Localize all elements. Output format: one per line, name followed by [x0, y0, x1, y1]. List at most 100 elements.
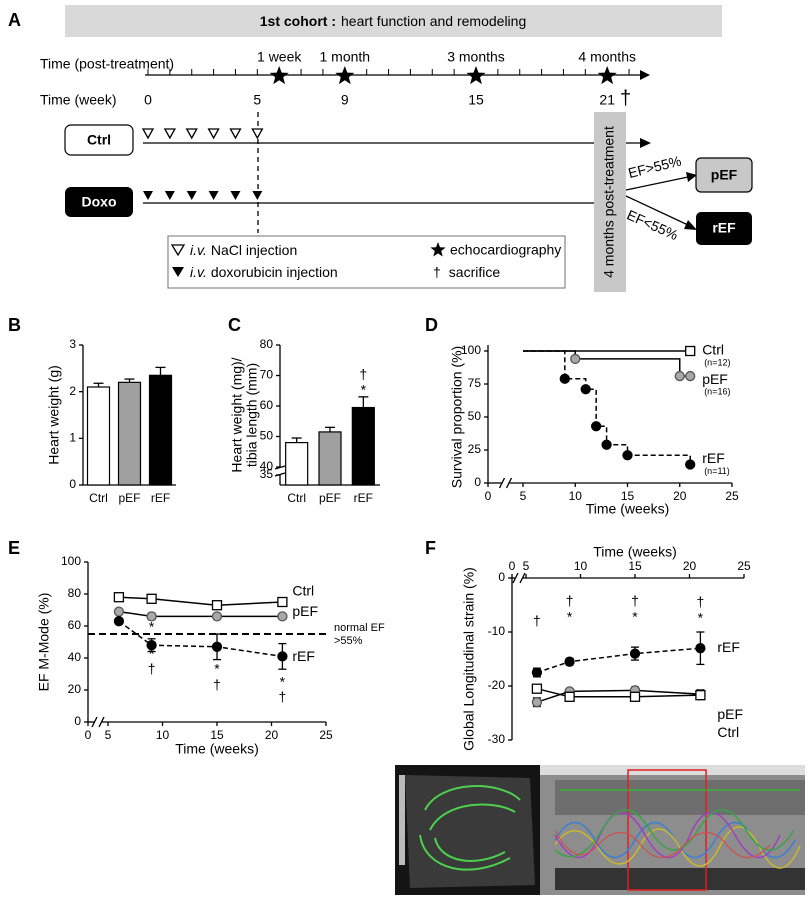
- series-line: [523, 350, 691, 377]
- annotation: †: [213, 677, 221, 693]
- axis-break: [91, 716, 98, 728]
- annotation: †: [697, 594, 705, 610]
- x-tick-label: 15: [210, 728, 224, 742]
- series-label: Ctrl: [717, 724, 739, 740]
- legend-route: i.v.: [190, 264, 207, 280]
- legend-symbol: [170, 244, 186, 257]
- echo-trace: [429, 803, 516, 831]
- nacl-injection: [207, 128, 220, 140]
- doxo-injection: [230, 191, 241, 200]
- y-tick-label: -10: [488, 624, 506, 638]
- annotation: *: [149, 646, 155, 662]
- annotation: †: [566, 592, 574, 608]
- endpoint-bar: [594, 112, 626, 292]
- week-label: Time (week): [40, 92, 117, 108]
- marker: [146, 640, 157, 651]
- x-tick-label: 25: [319, 728, 333, 742]
- x-tick-label: rEF: [354, 491, 373, 505]
- split-arrow: [625, 195, 689, 226]
- y-tick-label: 100: [461, 343, 481, 357]
- bar: [117, 381, 142, 486]
- y-tick-label: -20: [488, 678, 506, 692]
- doxo-injection: [208, 191, 219, 200]
- annotation: *: [214, 661, 220, 677]
- series-line: [536, 687, 701, 698]
- axis-break: [505, 477, 513, 489]
- milestone-label: 4 months: [578, 49, 636, 65]
- y-tick-label: 0: [69, 477, 76, 491]
- split-box: [695, 157, 753, 193]
- y-axis-label: Heart weight (g): [46, 365, 62, 465]
- x-tick-label: 5: [523, 559, 530, 573]
- endpoint-label: 4 months post-treatment: [601, 126, 617, 278]
- y-axis-label: Heart weight (mg)/: [229, 357, 245, 472]
- bar: [285, 442, 309, 486]
- annotation: †: [148, 661, 156, 677]
- marker: [531, 697, 543, 708]
- y-tick-label: 40: [260, 459, 274, 473]
- split-condition: EF>55%: [627, 152, 683, 181]
- y-tick-label: 50: [260, 429, 274, 443]
- series-label: rEF: [292, 648, 315, 664]
- legend-text: NaCl injection: [211, 242, 297, 258]
- y-tick-label: 80: [68, 586, 82, 600]
- nacl-injection: [163, 128, 176, 140]
- x-tick-label: 0: [509, 559, 516, 573]
- split-label: rEF: [712, 220, 736, 236]
- milestone-star: [269, 66, 289, 85]
- series-label: rEF: [702, 450, 725, 466]
- x-axis-label: Time (weeks): [175, 741, 259, 757]
- x-tick-label: rEF: [151, 491, 170, 505]
- group-label: Doxo: [82, 194, 117, 210]
- echo-scale: [399, 775, 405, 865]
- panel-label: A: [8, 10, 21, 30]
- sacrifice-mark: †: [620, 87, 631, 109]
- series-line: [118, 610, 283, 618]
- echo-sector: [405, 775, 535, 888]
- annotation: *: [149, 618, 155, 634]
- split-condition: EF<55%: [625, 207, 681, 244]
- marker: [695, 643, 706, 654]
- panel-label: F: [425, 538, 436, 558]
- panel-label: B: [8, 315, 21, 335]
- legend-symbol: †: [433, 264, 441, 280]
- x-tick-label: Ctrl: [287, 491, 306, 505]
- week-tick-label: 21: [599, 92, 615, 108]
- y-tick-label: 100: [61, 554, 81, 568]
- series-note: (n=11): [704, 466, 730, 476]
- series-line: [118, 596, 283, 606]
- echo-band: [555, 868, 805, 890]
- series-label: Ctrl: [292, 583, 314, 599]
- strain-wave: [554, 811, 781, 859]
- doxo-injection: [143, 191, 153, 200]
- group-box: [65, 187, 133, 217]
- y-tick-label: 60: [68, 618, 82, 632]
- arrow-head: [640, 70, 650, 80]
- series-label: rEF: [717, 639, 740, 655]
- milestone-star: [597, 66, 617, 85]
- milestone-star: [466, 66, 486, 85]
- x-tick-label: pEF: [319, 491, 341, 505]
- y-axis-label: tibia length (mm): [244, 363, 260, 467]
- week-tick-label: 9: [341, 92, 349, 108]
- y-tick-label: 2: [69, 384, 76, 398]
- annotation: †: [631, 592, 639, 608]
- milestone-label: 1 month: [320, 49, 371, 65]
- marker: [570, 353, 581, 365]
- echo-trace: [419, 834, 511, 871]
- y-tick-label: 0: [498, 570, 505, 584]
- arrow-head: [640, 138, 651, 148]
- marker: [277, 611, 288, 622]
- bar: [148, 374, 173, 486]
- y-tick-label: 25: [468, 442, 482, 456]
- x-tick-label: 0: [85, 728, 92, 742]
- echo-selection: [627, 769, 707, 891]
- doxo-injection: [186, 191, 197, 200]
- marker: [277, 651, 288, 662]
- echo-image: [395, 765, 805, 895]
- echo-band: [555, 780, 805, 815]
- x-tick-label: 15: [628, 559, 642, 573]
- timeline-label: Time (post-treatment): [40, 56, 174, 72]
- banner-bold: 1st cohort :: [260, 13, 336, 29]
